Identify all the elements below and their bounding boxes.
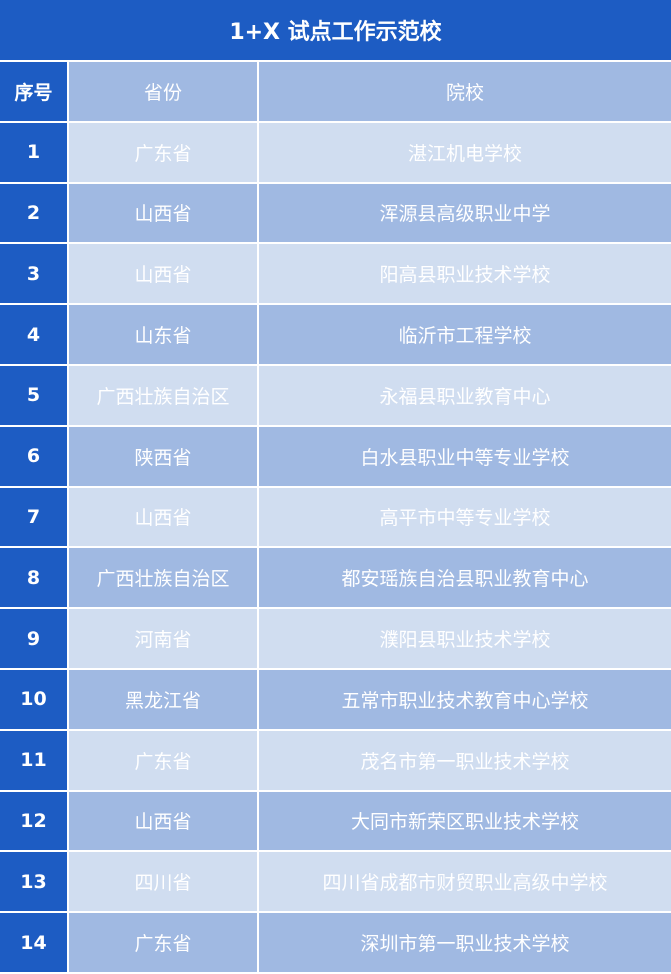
table-row: 11 广东省 茂名市第一职业技术学校 xyxy=(0,730,671,790)
row-province: 山西省 xyxy=(69,183,257,243)
row-province: 黑龙江省 xyxy=(69,669,257,729)
header-province: 省份 xyxy=(69,62,257,121)
row-school: 浑源县高级职业中学 xyxy=(259,183,671,243)
row-school: 茂名市第一职业技术学校 xyxy=(259,730,671,790)
row-province: 山西省 xyxy=(69,791,257,851)
row-province: 山西省 xyxy=(69,487,257,547)
row-school: 湛江机电学校 xyxy=(259,122,671,182)
row-province: 广东省 xyxy=(69,730,257,790)
row-province: 河南省 xyxy=(69,609,257,668)
row-index: 10 xyxy=(0,669,67,729)
row-index: 5 xyxy=(0,365,67,425)
header-index: 序号 xyxy=(0,62,67,121)
row-school: 都安瑶族自治县职业教育中心 xyxy=(259,548,671,608)
row-school: 高平市中等专业学校 xyxy=(259,487,671,547)
table-title: 1+X 试点工作示范校 xyxy=(0,0,671,60)
schools-table: 序号 省份 院校 1 广东省 湛江机电学校 2 山西省 浑源县高级职业中学 3 山西省 阳高县职… xyxy=(0,60,671,974)
row-index: 6 xyxy=(0,426,67,486)
table-row: 8 广西壮族自治区 都安瑶族自治县职业教育中心 xyxy=(0,548,671,608)
row-school: 临沂市工程学校 xyxy=(259,305,671,364)
row-index: 3 xyxy=(0,244,67,304)
row-school: 深圳市第一职业技术学校 xyxy=(259,913,671,972)
row-province: 山西省 xyxy=(69,244,257,304)
table-row: 9 河南省 濮阳县职业技术学校 xyxy=(0,609,671,668)
table-row: 5 广西壮族自治区 永福县职业教育中心 xyxy=(0,365,671,425)
row-index: 9 xyxy=(0,609,67,668)
header-school: 院校 xyxy=(259,62,671,121)
row-index: 2 xyxy=(0,183,67,243)
row-index: 7 xyxy=(0,487,67,547)
row-school: 阳高县职业技术学校 xyxy=(259,244,671,304)
table-row: 1 广东省 湛江机电学校 xyxy=(0,122,671,182)
table-row: 13 四川省 四川省成都市财贸职业高级中学校 xyxy=(0,852,671,912)
row-index: 11 xyxy=(0,730,67,790)
row-school: 白水县职业中等专业学校 xyxy=(259,426,671,486)
table-row: 7 山西省 高平市中等专业学校 xyxy=(0,487,671,547)
table-row: 10 黑龙江省 五常市职业技术教育中心学校 xyxy=(0,669,671,729)
table-row: 2 山西省 浑源县高级职业中学 xyxy=(0,183,671,243)
table-row: 4 山东省 临沂市工程学校 xyxy=(0,305,671,364)
row-index: 8 xyxy=(0,548,67,608)
table-row: 3 山西省 阳高县职业技术学校 xyxy=(0,244,671,304)
row-province: 广东省 xyxy=(69,122,257,182)
header-row: 序号 省份 院校 xyxy=(0,62,671,121)
row-index: 13 xyxy=(0,852,67,912)
row-province: 广西壮族自治区 xyxy=(69,365,257,425)
row-province: 四川省 xyxy=(69,852,257,912)
table-row: 12 山西省 大同市新荣区职业技术学校 xyxy=(0,791,671,851)
row-school: 四川省成都市财贸职业高级中学校 xyxy=(259,852,671,912)
row-school: 濮阳县职业技术学校 xyxy=(259,609,671,668)
row-school: 五常市职业技术教育中心学校 xyxy=(259,669,671,729)
row-school: 大同市新荣区职业技术学校 xyxy=(259,791,671,851)
row-index: 12 xyxy=(0,791,67,851)
row-province: 山东省 xyxy=(69,305,257,364)
row-school: 永福县职业教育中心 xyxy=(259,365,671,425)
table-row: 6 陕西省 白水县职业中等专业学校 xyxy=(0,426,671,486)
row-province: 广西壮族自治区 xyxy=(69,548,257,608)
row-province: 广东省 xyxy=(69,913,257,972)
table-row: 14 广东省 深圳市第一职业技术学校 xyxy=(0,913,671,972)
row-index: 4 xyxy=(0,305,67,364)
row-index: 1 xyxy=(0,122,67,182)
row-province: 陕西省 xyxy=(69,426,257,486)
row-index: 14 xyxy=(0,913,67,972)
